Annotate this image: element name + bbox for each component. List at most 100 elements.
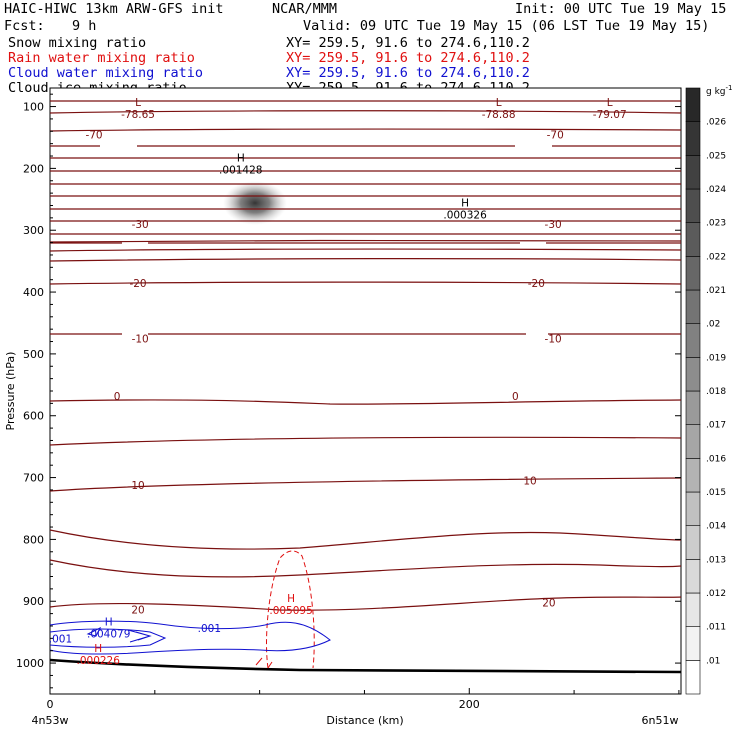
colorbar-label: .019 bbox=[706, 353, 726, 363]
colorbar-swatch bbox=[685, 626, 701, 661]
cloud-water-high-marker: H bbox=[105, 616, 113, 628]
colorbar-swatch bbox=[685, 390, 701, 425]
field-xy-rain: XY= 259.5, 91.6 to 274.6,110.2 bbox=[286, 50, 530, 66]
isotherm-line bbox=[49, 559, 682, 578]
snow-max-shading bbox=[223, 181, 287, 225]
rain-high-value: .005095 bbox=[269, 605, 312, 617]
x-axis-label: Distance (km) bbox=[326, 714, 403, 727]
y-axis-label: Pressure (hPa) bbox=[4, 352, 17, 431]
colorbar-swatch bbox=[685, 289, 701, 324]
colorbar-label: .014 bbox=[706, 522, 726, 532]
colorbar-swatch bbox=[685, 155, 701, 190]
extrema-labels: L-78.65L-78.88L-79.07H.001428H.000326H.0… bbox=[49, 97, 627, 667]
snow-high-marker: H bbox=[237, 152, 245, 164]
colorbar-label: .012 bbox=[706, 589, 726, 599]
y-tick-label: 600 bbox=[23, 410, 44, 423]
temperature-low-marker: L bbox=[496, 97, 502, 109]
cloud-water-high-value: .004079 bbox=[87, 628, 130, 640]
x-tick-label: 0 bbox=[47, 698, 54, 711]
endpoint-right: 6n51w bbox=[642, 714, 679, 727]
isotherm-label: -70 bbox=[547, 129, 564, 141]
isotherm-line bbox=[49, 436, 682, 446]
colorbar-swatch bbox=[685, 256, 701, 291]
temperature-low-value: -78.65 bbox=[121, 109, 155, 121]
colorbar-label: .017 bbox=[706, 421, 726, 431]
colorbar-label: .022 bbox=[706, 252, 726, 262]
temperature-low-marker: L bbox=[607, 97, 613, 109]
isotherm-label: 0 bbox=[114, 391, 121, 403]
cloud-water-contour bbox=[49, 628, 167, 648]
temperature-low-value: -78.88 bbox=[482, 109, 516, 121]
isotherm-label: 20 bbox=[131, 604, 144, 616]
isotherm-label: 10 bbox=[523, 476, 536, 488]
isotherm-line bbox=[49, 596, 682, 611]
y-tick-label: 500 bbox=[23, 348, 44, 361]
terrain-line bbox=[49, 658, 682, 674]
x-tick-label: 200 bbox=[459, 698, 480, 711]
isotherm-line bbox=[49, 258, 682, 262]
field-name-rain: Rain water mixing ratio bbox=[8, 50, 195, 66]
temperature-low-value: -79.07 bbox=[593, 109, 627, 121]
colorbar-swatch bbox=[685, 525, 701, 560]
cloud-water-contours bbox=[49, 620, 331, 655]
isotherm-label: -70 bbox=[85, 129, 102, 141]
colorbar-label: .013 bbox=[706, 555, 726, 565]
colorbar-swatch bbox=[685, 491, 701, 526]
colorbar-swatch bbox=[685, 188, 701, 223]
y-tick-label: 700 bbox=[23, 472, 44, 485]
colorbar-label: .021 bbox=[706, 286, 726, 296]
rain-high-value: .000226 bbox=[77, 655, 121, 667]
snow-high-marker: H bbox=[461, 198, 469, 210]
snow-high-value: .001428 bbox=[219, 164, 262, 176]
isotherm-label: 0 bbox=[512, 391, 519, 403]
colorbar-swatch bbox=[685, 424, 701, 459]
isotherm-line bbox=[49, 110, 682, 114]
forecast-value: 9 h bbox=[72, 18, 97, 34]
colorbar-label: .016 bbox=[706, 454, 726, 464]
rain-high-marker: H bbox=[94, 643, 102, 655]
snow-high-value: .000326 bbox=[443, 210, 487, 222]
colorbar-label: .024 bbox=[706, 185, 726, 195]
field-xy-cloud-water: XY= 259.5, 91.6 to 274.6,110.2 bbox=[286, 65, 530, 81]
isotherm-label: 10 bbox=[131, 480, 144, 492]
colorbar-swatch bbox=[685, 458, 701, 493]
isotherm-line bbox=[49, 239, 682, 243]
colorbar-swatch bbox=[685, 357, 701, 392]
colorbar-swatch bbox=[685, 87, 701, 122]
colorbar-label: .018 bbox=[706, 387, 726, 397]
endpoint-left: 4n53w bbox=[32, 714, 69, 727]
rain-high-marker: H bbox=[287, 593, 295, 605]
cloud-water-contour bbox=[127, 629, 152, 643]
field-xy-snow: XY= 259.5, 91.6 to 274.6,110.2 bbox=[286, 35, 530, 51]
colorbar-swatch bbox=[685, 592, 701, 627]
colorbar-unit-exp: -1 bbox=[726, 84, 733, 92]
y-tick-label: 1000 bbox=[16, 657, 44, 670]
colorbar: .01 .011 .012 .013 .014 .015 .016 .017 .018 .019.… bbox=[685, 87, 726, 695]
isotherm-labels: -70 -70 -30 -30 -20 -20 -10 -10 0 0 10 10 20 20 bbox=[85, 129, 563, 616]
y-tick-label: 900 bbox=[23, 595, 44, 608]
isotherm-line bbox=[49, 128, 682, 132]
init-time: Init: 00 UTC Tue 19 May 15 bbox=[515, 1, 727, 17]
isotherm-label: 20 bbox=[542, 597, 555, 609]
y-tick-label: 800 bbox=[23, 533, 44, 546]
isotherm-label: -30 bbox=[545, 219, 562, 231]
isotherm-label: -10 bbox=[545, 333, 562, 345]
isotherm-label: -10 bbox=[132, 333, 149, 345]
colorbar-label: .023 bbox=[706, 219, 726, 229]
colorbar-swatch bbox=[685, 121, 701, 156]
cloud-water-label: .001 bbox=[198, 623, 221, 635]
colorbar-label: .01 bbox=[706, 656, 720, 666]
colorbar-unit-text: g kg bbox=[706, 87, 726, 97]
y-tick-label: 300 bbox=[23, 224, 44, 237]
forecast-label: Fcst: bbox=[4, 18, 45, 34]
isotherm-label: -20 bbox=[129, 278, 146, 290]
y-tick-label: 400 bbox=[23, 286, 44, 299]
isotherm-line bbox=[49, 399, 682, 405]
cloud-water-label: .001 bbox=[49, 633, 72, 645]
colorbar-label: .02 bbox=[706, 320, 720, 330]
colorbar-label: .025 bbox=[706, 151, 726, 161]
isotherm-line bbox=[49, 248, 682, 252]
isotherm-line bbox=[49, 529, 682, 550]
valid-time: Valid: 09 UTC Tue 19 May 15 (06 LST Tue … bbox=[303, 18, 710, 34]
org-label: NCAR/MMM bbox=[272, 1, 338, 17]
